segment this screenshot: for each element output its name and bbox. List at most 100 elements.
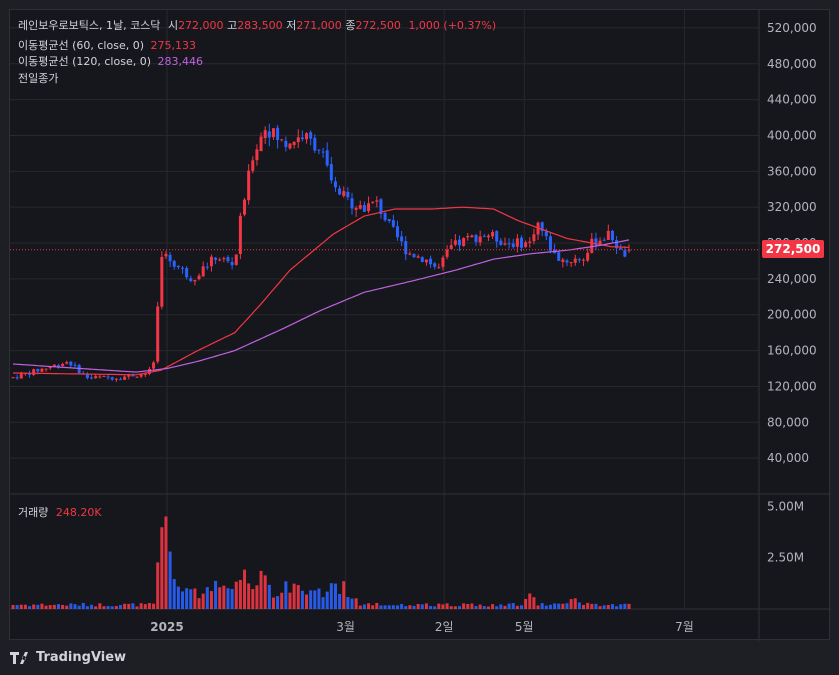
legend-low-label: 저 bbox=[286, 19, 297, 32]
candle-body bbox=[247, 170, 251, 201]
volume-bar bbox=[573, 598, 577, 609]
candle-body bbox=[367, 203, 371, 212]
candle-body bbox=[263, 130, 267, 139]
volume-bar bbox=[218, 587, 222, 609]
volume-bar bbox=[615, 606, 619, 609]
candle-body bbox=[19, 373, 23, 379]
candle-body bbox=[73, 364, 77, 366]
legend-symbol: 레인보우로보틱스, 1날, 코스닥 bbox=[18, 19, 161, 32]
candle-body bbox=[313, 137, 317, 151]
volume-legend[interactable]: 거래량 248.20K bbox=[18, 504, 102, 520]
candle-body bbox=[478, 236, 482, 243]
candle-body bbox=[499, 240, 503, 246]
legend-open-label: 시 bbox=[167, 19, 179, 32]
volume-bar bbox=[226, 588, 230, 609]
candle-body bbox=[185, 268, 189, 278]
volume-bar bbox=[168, 551, 172, 609]
volume-bar bbox=[520, 605, 524, 609]
candle-body bbox=[222, 258, 226, 260]
legend-ma60[interactable]: 이동평균선 (60, close, 0) 275,133 bbox=[18, 37, 196, 53]
volume-bar bbox=[214, 580, 218, 609]
candle-body bbox=[520, 237, 524, 248]
candle-body bbox=[532, 234, 536, 242]
volume-bar bbox=[329, 583, 333, 609]
volume-bar bbox=[28, 606, 32, 609]
volume-bar bbox=[577, 602, 581, 609]
volume-bar bbox=[445, 603, 449, 609]
volume-bar bbox=[189, 589, 193, 609]
candle-body bbox=[333, 181, 337, 188]
volume-bar bbox=[164, 516, 168, 609]
candle-body bbox=[176, 265, 180, 268]
volume-bar bbox=[36, 604, 40, 609]
candle-body bbox=[292, 141, 296, 146]
volume-bar bbox=[259, 570, 263, 609]
volume-bar bbox=[284, 581, 288, 609]
candle-body bbox=[11, 377, 15, 379]
volume-bar bbox=[416, 603, 420, 609]
candle-body bbox=[139, 374, 143, 377]
ma120-line bbox=[12, 239, 630, 373]
last-price-tag: 272,500 bbox=[762, 239, 824, 258]
price-chart-canvas[interactable]: 520,000 480,000 440,000 400,000 360,000 320,0… bbox=[10, 10, 831, 641]
volume-bar bbox=[408, 605, 412, 609]
volume-bar bbox=[152, 603, 156, 609]
candle-body bbox=[94, 376, 98, 379]
legend-prev-close[interactable]: 전일종가 bbox=[18, 72, 59, 85]
volume-bar bbox=[313, 590, 317, 609]
candle-body bbox=[152, 362, 156, 369]
legend-high-label: 고 bbox=[227, 19, 238, 32]
candle-body bbox=[453, 240, 457, 245]
candle-body bbox=[135, 376, 139, 378]
volume-bar bbox=[114, 606, 118, 609]
legend-high: 283,500 bbox=[237, 19, 283, 32]
volume-bar bbox=[90, 604, 94, 609]
candle-body bbox=[271, 128, 275, 138]
candle-body bbox=[61, 363, 65, 366]
candle-body bbox=[350, 198, 354, 209]
legend-ma120-value: 283,446 bbox=[157, 55, 204, 68]
candle-body bbox=[528, 241, 532, 243]
volume-bar bbox=[395, 605, 399, 609]
volume-bar bbox=[441, 604, 445, 609]
volume-bar bbox=[205, 587, 209, 609]
volume-bar bbox=[466, 604, 470, 609]
candle-body bbox=[44, 368, 48, 370]
candle-body bbox=[569, 262, 573, 264]
volume-bar bbox=[453, 606, 457, 609]
volume-bar bbox=[598, 606, 602, 609]
candle-body bbox=[594, 238, 598, 246]
candle-body bbox=[598, 240, 602, 245]
volume-bar bbox=[48, 605, 52, 609]
y-tick-label: 360,000 bbox=[767, 164, 817, 178]
candle-body bbox=[48, 366, 52, 369]
volume-bar bbox=[280, 592, 284, 609]
candle-body bbox=[400, 236, 404, 242]
candle-body bbox=[255, 149, 259, 161]
candle-body bbox=[358, 205, 362, 209]
x-tick-label: 2025 bbox=[150, 620, 183, 634]
candle-body bbox=[267, 131, 271, 138]
volume-bar bbox=[333, 583, 337, 609]
candle-body bbox=[259, 136, 263, 152]
legend-ma120[interactable]: 이동평균선 (120, close, 0) 283,446 bbox=[18, 53, 203, 69]
tradingview-logo[interactable]: TradingView bbox=[10, 650, 126, 665]
y-tick-label: 200,000 bbox=[767, 308, 817, 322]
y-tick-label: 160,000 bbox=[767, 344, 817, 358]
x-tick-label: 5월 bbox=[515, 620, 534, 634]
candle-body bbox=[197, 275, 201, 280]
candle-body bbox=[346, 191, 350, 198]
volume-bar bbox=[135, 606, 139, 609]
candle-body bbox=[317, 149, 321, 151]
volume-bar bbox=[131, 603, 135, 609]
volume-bar bbox=[491, 604, 495, 609]
candle-body bbox=[189, 278, 193, 282]
candle-body bbox=[325, 150, 329, 166]
candle-body bbox=[243, 199, 247, 215]
candle-body bbox=[69, 361, 73, 366]
candle-body bbox=[143, 373, 147, 375]
candle-body bbox=[85, 373, 89, 379]
volume-bar bbox=[305, 594, 309, 609]
candle-body bbox=[209, 256, 213, 267]
candle-body bbox=[503, 243, 507, 245]
